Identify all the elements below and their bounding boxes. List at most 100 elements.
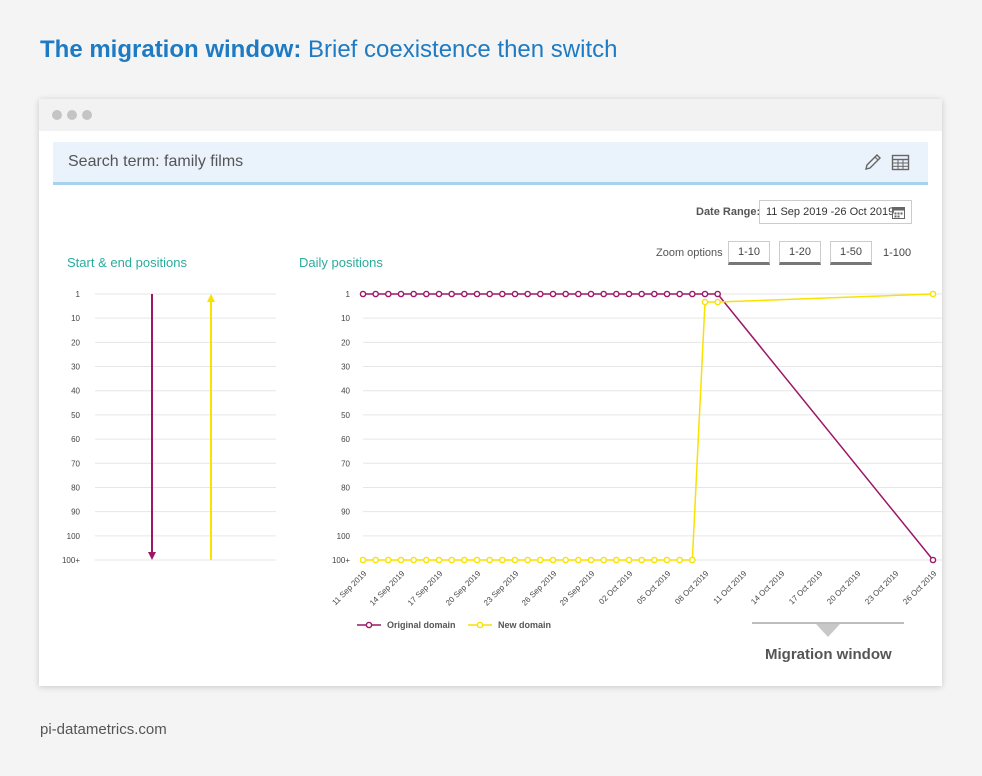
x-tick-label: 02 Oct 2019 [597, 569, 635, 607]
left-y-tick-label: 100 [67, 532, 81, 541]
data-point [613, 556, 620, 564]
right-y-tick-label: 60 [341, 435, 350, 444]
x-tick-label: 17 Oct 2019 [787, 569, 825, 607]
left-y-tick-label: 100+ [62, 556, 80, 565]
data-point [613, 290, 620, 298]
data-point [511, 290, 519, 298]
left-y-tick-label: 1 [76, 290, 81, 299]
x-tick-label: 11 Sep 2019 [330, 569, 368, 607]
pencil-icon[interactable] [863, 152, 883, 172]
left-y-tick-label: 20 [71, 338, 80, 347]
data-point [397, 290, 405, 298]
date-range-label: Date Range: [696, 206, 761, 218]
x-tick-label: 05 Oct 2019 [635, 569, 673, 607]
data-point [537, 556, 544, 564]
data-point [410, 556, 417, 564]
table-icon[interactable] [891, 153, 910, 172]
data-point [600, 556, 607, 564]
data-point [397, 556, 405, 564]
x-tick-label: 23 Oct 2019 [863, 569, 901, 607]
migration-window-label: Migration window [765, 646, 892, 663]
x-tick-label: 26 Sep 2019 [520, 569, 559, 608]
date-range-value: 11 Sep 2019 -26 Oct 2019 [766, 206, 895, 218]
migration-window-bracket [752, 622, 904, 637]
data-point [372, 556, 379, 564]
data-point [524, 290, 531, 298]
data-point [689, 290, 696, 298]
left-y-tick-label: 90 [71, 508, 80, 517]
data-point [638, 556, 645, 564]
data-point [486, 290, 493, 298]
zoom-1-20-button[interactable]: 1-20 [779, 241, 821, 265]
data-point [663, 290, 671, 298]
start-end-positions-title: Start & end positions [67, 255, 187, 270]
right-y-tick-label: 90 [341, 508, 350, 517]
data-point [385, 556, 392, 564]
search-bar: Search term: family films [53, 142, 928, 185]
data-point [423, 556, 430, 564]
data-point [372, 290, 379, 298]
right-y-tick-label: 20 [341, 338, 350, 347]
legend-label: Original domain [387, 620, 456, 630]
zoom-1-50-button[interactable]: 1-50 [830, 241, 872, 265]
right-y-tick-label: 100+ [332, 556, 350, 565]
x-tick-label: 29 Sep 2019 [558, 569, 597, 608]
data-point [461, 290, 468, 298]
data-point [587, 556, 595, 564]
zoom-1-10-button[interactable]: 1-10 [728, 241, 770, 265]
left-y-tick-label: 40 [71, 387, 80, 396]
left-series-arrowhead [148, 552, 156, 560]
footer-site: pi-datametrics.com [40, 721, 167, 738]
x-tick-label: 26 Oct 2019 [901, 569, 939, 607]
data-point [562, 556, 569, 564]
zoom-1-100-option[interactable]: 1-100 [883, 247, 912, 259]
x-tick-label: 17 Sep 2019 [406, 569, 445, 608]
left-y-tick-label: 30 [71, 363, 80, 372]
data-point [448, 290, 455, 298]
data-point [461, 556, 468, 564]
data-point [499, 290, 506, 298]
data-point [651, 290, 658, 298]
calendar-icon [892, 207, 905, 219]
x-tick-label: 14 Sep 2019 [368, 569, 407, 608]
x-tick-label: 14 Oct 2019 [749, 569, 787, 607]
x-tick-label: 20 Sep 2019 [444, 569, 483, 608]
data-point [499, 556, 506, 564]
data-point [435, 290, 443, 298]
data-point [676, 290, 683, 298]
data-point [600, 290, 607, 298]
search-term-label: Search term: family films [68, 153, 244, 170]
right-y-tick-label: 10 [341, 314, 350, 323]
right-y-tick-label: 40 [341, 387, 350, 396]
data-point [929, 556, 937, 564]
data-point [651, 556, 658, 564]
data-point [524, 556, 531, 564]
series-line [363, 293, 934, 561]
legend-swatch-marker [476, 621, 484, 629]
headline-rest: Brief coexistence then switch [301, 36, 618, 63]
data-point [676, 556, 683, 564]
right-y-tick-label: 100 [337, 532, 351, 541]
data-point [448, 556, 455, 564]
right-y-tick-label: 1 [346, 290, 351, 299]
data-point [625, 556, 633, 564]
data-point [410, 290, 417, 298]
data-point [575, 556, 582, 564]
data-point [537, 290, 544, 298]
data-point [701, 298, 709, 306]
left-y-tick-label: 60 [71, 435, 80, 444]
data-point [486, 556, 493, 564]
data-point [701, 290, 709, 298]
data-point [714, 298, 721, 306]
x-tick-label: 08 Oct 2019 [673, 569, 711, 607]
date-range-picker[interactable]: 11 Sep 2019 -26 Oct 2019 [759, 200, 912, 224]
left-y-tick-label: 80 [71, 483, 80, 492]
left-y-tick-label: 50 [71, 411, 80, 420]
data-point [423, 290, 430, 298]
data-point [638, 290, 645, 298]
left-y-tick-label: 10 [71, 314, 80, 323]
window-dot-icon [82, 110, 92, 120]
right-y-tick-label: 50 [341, 411, 350, 420]
data-point [473, 556, 481, 564]
right-y-tick-label: 70 [341, 459, 350, 468]
